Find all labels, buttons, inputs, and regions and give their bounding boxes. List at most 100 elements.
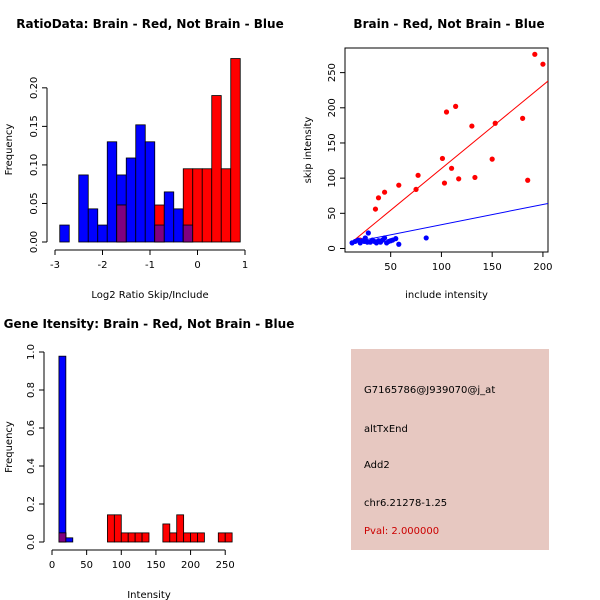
- point-brain: [456, 176, 462, 182]
- y-tick-label: 0.2: [26, 496, 37, 512]
- bar-brain: [176, 514, 185, 543]
- point-not-brain: [423, 235, 429, 241]
- point-brain: [415, 172, 421, 178]
- bar-not-brain: [59, 224, 70, 243]
- x-tick-label: 50: [80, 560, 93, 571]
- bar-overlap: [58, 532, 67, 543]
- point-brain: [532, 51, 538, 57]
- x-tick-label: 0: [194, 260, 200, 271]
- x-axis-label: Intensity: [127, 590, 171, 600]
- bar-not-brain: [58, 355, 67, 543]
- bar-not-brain: [163, 191, 175, 243]
- bar-not-brain: [125, 157, 137, 243]
- fit-line-brain: [349, 80, 548, 244]
- bar-not-brain: [65, 537, 74, 543]
- y-tick-label: 200: [327, 98, 338, 117]
- point-brain: [520, 115, 526, 121]
- x-tick-label: 100: [112, 560, 131, 571]
- point-brain: [489, 156, 495, 162]
- bar-brain: [141, 532, 150, 543]
- point-brain: [448, 165, 455, 171]
- bar-brain: [162, 523, 171, 543]
- chart-title: Brain - Red, Not Brain - Blue: [353, 17, 544, 31]
- y-tick-label: 1.0: [26, 344, 37, 360]
- point-not-brain: [393, 236, 399, 242]
- bar-not-brain: [97, 224, 108, 243]
- bar-overlap: [182, 224, 194, 243]
- plot-frame: [344, 47, 549, 253]
- y-axis-label: Frequency: [4, 124, 15, 176]
- bar-brain: [217, 532, 226, 543]
- y-tick-label: 50: [327, 207, 338, 220]
- y-tick-label: 100: [327, 169, 338, 188]
- point-brain: [413, 186, 419, 192]
- y-axis-label: Frequency: [4, 421, 15, 473]
- x-tick-label: 150: [146, 560, 165, 571]
- point-brain: [443, 109, 450, 115]
- point-not-brain: [362, 235, 368, 241]
- bar-not-brain: [144, 141, 156, 243]
- x-tick-label: 50: [384, 262, 397, 273]
- y-tick-label: 0.8: [26, 382, 37, 398]
- genomic-location: chr6.21278-1.25: [364, 498, 448, 509]
- bar-brain: [224, 532, 233, 543]
- y-tick-label: 0.6: [26, 420, 37, 436]
- gene-name: Add2: [364, 460, 390, 471]
- point-brain: [372, 206, 379, 212]
- y-tick-label: 0: [327, 245, 338, 251]
- bar-brain: [197, 532, 205, 543]
- y-tick-label: 250: [327, 63, 338, 82]
- point-brain: [439, 155, 446, 162]
- x-axis-label: Log2 Ratio Skip/Include: [91, 290, 208, 301]
- bar-brain: [107, 514, 115, 543]
- scatter-marks: [349, 51, 548, 247]
- point-brain: [396, 182, 402, 188]
- point-brain: [381, 189, 388, 195]
- bar-brain: [211, 95, 222, 243]
- bar-brain: [169, 532, 178, 543]
- point-brain: [472, 174, 478, 181]
- y-tick-label: 150: [327, 133, 338, 152]
- histogram-1: [59, 58, 241, 243]
- bar-brain: [127, 532, 136, 543]
- point-not-brain: [381, 235, 388, 241]
- x-tick-label: -2: [98, 260, 108, 271]
- p-value: Pval: 2.000000: [364, 526, 440, 537]
- x-tick-label: -1: [145, 260, 155, 271]
- bar-brain: [183, 532, 191, 543]
- x-axis-label: include intensity: [405, 290, 488, 301]
- point-not-brain: [396, 241, 402, 247]
- info-panel: G7165786@J939070@j_at altTxEnd Add2 chr6…: [351, 349, 549, 550]
- y-tick-label: 0.0: [26, 534, 37, 550]
- chart-title: Gene Itensity: Brain - Red, Not Brain - …: [4, 317, 295, 331]
- histogram-3: [58, 355, 233, 543]
- point-brain: [469, 123, 475, 129]
- event-type: altTxEnd: [364, 424, 408, 435]
- point-brain: [441, 180, 448, 186]
- y-tick-label: 0.20: [29, 77, 40, 99]
- y-tick-label: 0.00: [29, 231, 40, 253]
- x-tick-label: -3: [50, 260, 60, 271]
- point-not-brain: [365, 230, 371, 236]
- bar-brain: [113, 514, 122, 543]
- y-axis-label: skip intensity: [303, 117, 314, 184]
- x-tick-label: 0: [49, 560, 55, 571]
- y-tick-label: 0.10: [29, 154, 40, 176]
- chart-title: RatioData: Brain - Red, Not Brain - Blue: [16, 17, 283, 31]
- bar-not-brain: [135, 124, 146, 243]
- bar-not-brain: [87, 208, 99, 243]
- bar-overlap: [116, 204, 127, 243]
- x-tick-label: 200: [181, 560, 200, 571]
- bar-not-brain: [106, 141, 118, 243]
- point-brain: [540, 61, 546, 67]
- x-tick-label: 1: [242, 260, 248, 271]
- x-tick-label: 200: [533, 262, 552, 273]
- bar-brain: [190, 532, 198, 543]
- y-tick-label: 0.4: [26, 458, 37, 474]
- bar-brain: [120, 532, 129, 543]
- x-tick-label: 250: [216, 560, 235, 571]
- point-brain: [492, 120, 498, 126]
- bar-brain: [201, 168, 213, 243]
- point-brain: [453, 103, 459, 109]
